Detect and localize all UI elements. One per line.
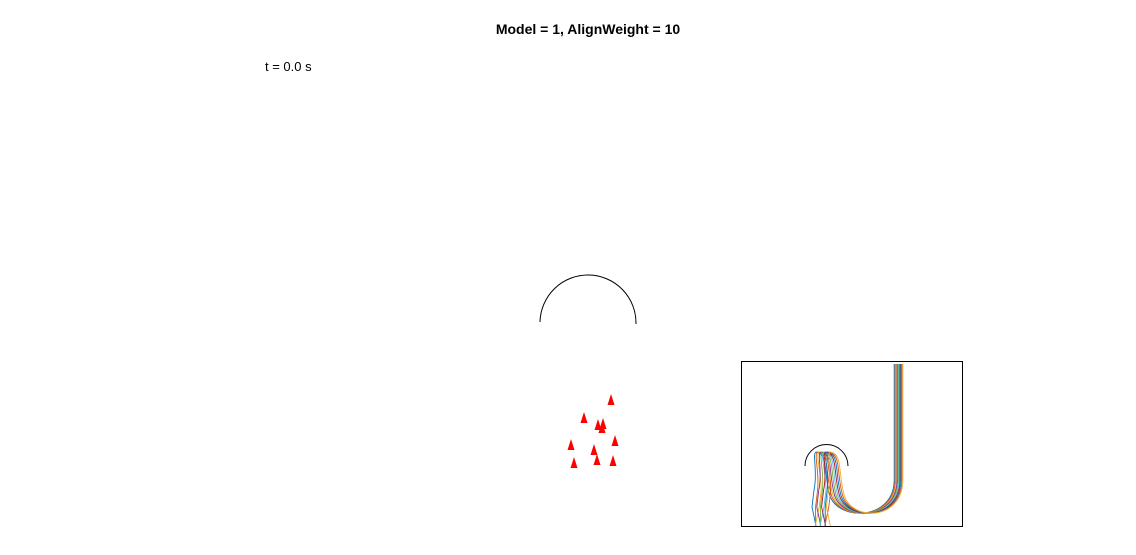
time-label: t = 0.0 s [265,59,312,74]
agent-marker [580,412,588,423]
agent-marker [570,457,578,468]
trajectory-trail [821,364,901,526]
trajectory-trail [824,364,902,526]
agent-marker [567,439,575,450]
agent-marker [611,435,619,446]
agent-group [567,394,619,468]
trajectory-inset [741,361,963,527]
trajectory-trail [816,364,898,526]
inset-obstacle-arc [804,444,849,467]
agent-marker [609,455,617,466]
agent-marker [593,454,601,465]
trajectory-trail [811,364,895,526]
agent-marker [594,419,602,430]
trajectory-trail [824,364,903,526]
trajectory-trail [825,364,904,526]
trajectory-trail [815,364,896,526]
trajectory-trail [819,364,900,526]
agent-marker [590,444,598,455]
figure-title: Model = 1, AlignWeight = 10 [495,21,681,37]
agent-marker [598,422,606,433]
trajectory-trail [819,364,899,526]
agent-marker [607,394,615,405]
trail-group [811,364,904,526]
obstacle-arc [539,274,637,325]
